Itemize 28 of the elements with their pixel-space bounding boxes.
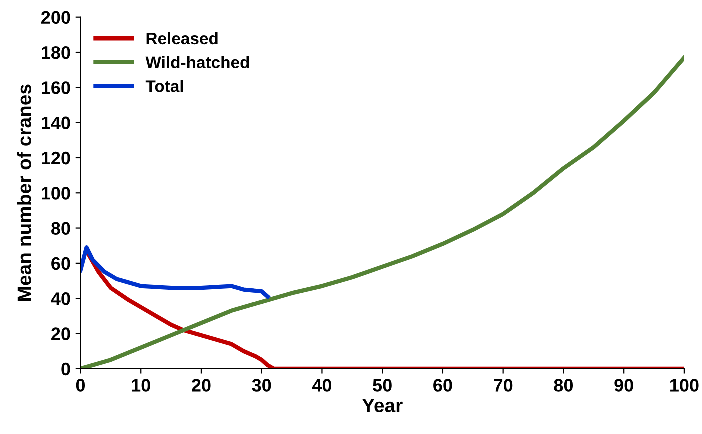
y-axis-title: Mean number of cranes	[17, 84, 32, 301]
x-tick-label: 80	[554, 379, 574, 392]
x-tick-label: 20	[192, 379, 211, 392]
y-tick-label: 160	[42, 82, 70, 94]
y-tick-label: 0	[62, 362, 70, 376]
line-series	[80, 246, 270, 299]
y-tick-label: 180	[42, 46, 70, 60]
x-tick-label: 90	[614, 379, 634, 392]
x-axis-title: Year	[362, 398, 403, 413]
legend-label: Total	[146, 80, 184, 92]
x-tick-label: 60	[434, 379, 452, 392]
y-tick-label: 100	[42, 187, 70, 200]
x-tick-label: 100	[670, 379, 699, 392]
legend-label: Released	[146, 32, 218, 45]
y-tick-label: 200	[42, 11, 70, 24]
y-tick-label: 60	[52, 257, 70, 270]
x-tick-label: 70	[494, 379, 513, 392]
legend-label: Wild-hatched	[146, 56, 250, 68]
x-tick-label: 10	[132, 379, 150, 392]
y-tick-label: 40	[51, 292, 70, 306]
y-tick-label: 120	[42, 152, 70, 165]
y-tick-label: 80	[52, 222, 70, 236]
x-tick-label: 0	[76, 379, 86, 392]
y-tick-label: 20	[52, 328, 70, 340]
x-tick-label: 40	[312, 379, 332, 392]
x-tick-label: 50	[373, 379, 392, 392]
x-tick-label: 30	[252, 379, 272, 392]
y-tick-label: 140	[42, 116, 70, 130]
